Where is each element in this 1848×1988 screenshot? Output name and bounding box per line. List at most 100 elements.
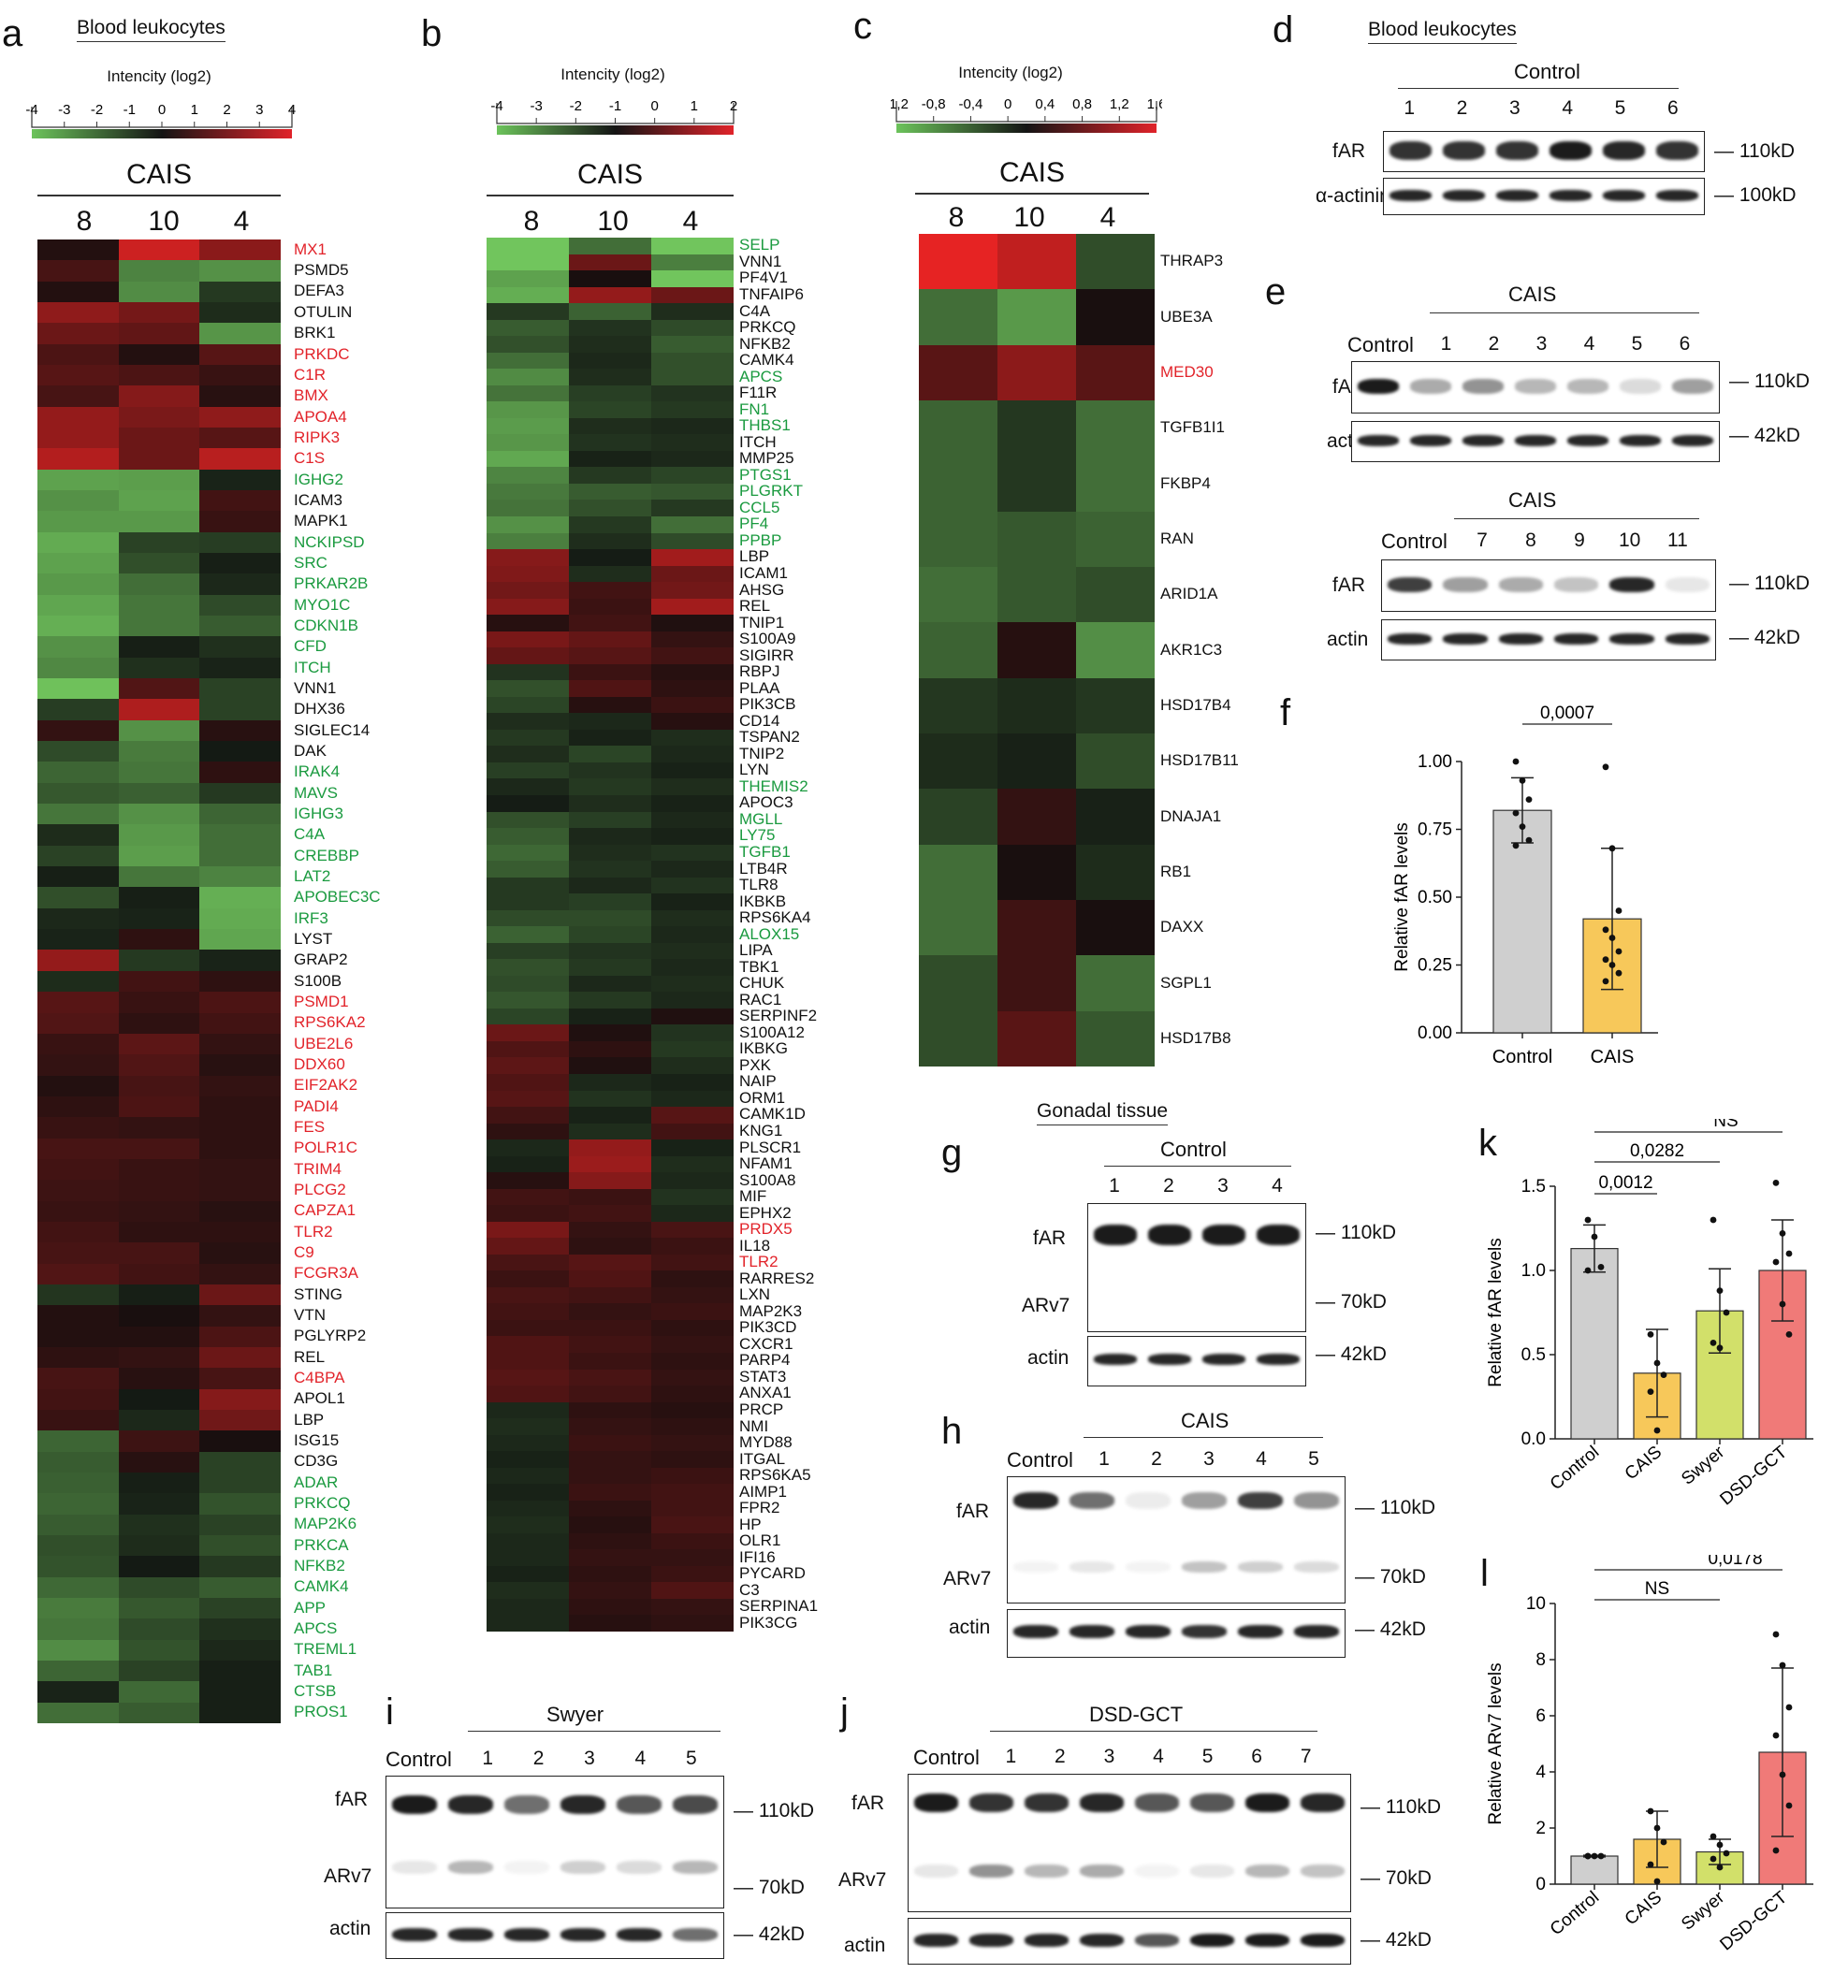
heatmap-cell [199, 636, 281, 658]
size-marker: 70kD [1316, 1291, 1387, 1313]
scale-tick-label: 2 [730, 98, 737, 114]
heatmap-cell [118, 490, 200, 512]
lane-number: 8 [1525, 530, 1536, 551]
blot-band [1013, 1625, 1058, 1638]
blot-band [1244, 1934, 1290, 1947]
heatmap-cell [199, 594, 281, 617]
heatmap-cell [569, 1500, 651, 1517]
heatmap-cell [199, 782, 281, 805]
blot-band [1189, 1865, 1235, 1878]
heatmap-cell [37, 678, 119, 700]
blot-row-label: actin [949, 1617, 991, 1638]
blot-band [1244, 1793, 1290, 1812]
heatmap-cell [37, 741, 119, 762]
gene-label: CREBBP [294, 846, 359, 864]
gene-label: ICAM1 [739, 564, 788, 582]
heatmap-cell [37, 1597, 119, 1619]
heatmap-cell [569, 1286, 651, 1304]
heatmap-cell [651, 1188, 734, 1206]
blot-band [1294, 1625, 1339, 1638]
data-point [1602, 926, 1609, 934]
heatmap-cell [651, 696, 734, 714]
heatmap-cell [997, 511, 1076, 567]
y-tick-label: 0 [1535, 1875, 1546, 1894]
blot-band [673, 1861, 718, 1874]
blot-band [1602, 141, 1646, 160]
heatmap-cell [118, 323, 200, 344]
heatmap-cell [651, 959, 734, 976]
gene-label: THRAP3 [1160, 252, 1224, 270]
blot-band [1357, 379, 1400, 394]
heatmap-cell [569, 992, 651, 1009]
heatmap-cell [118, 1012, 200, 1034]
heatmap-cell [37, 490, 119, 512]
heatmap-cell [569, 369, 651, 385]
heatmap-cell [199, 281, 281, 302]
heatmap-cell [487, 1221, 569, 1239]
heatmap-cell [487, 1615, 569, 1632]
data-point [1591, 1852, 1598, 1860]
heatmap-cell [118, 573, 200, 595]
heatmap-cell [118, 343, 200, 366]
heatmap-cell [997, 844, 1076, 900]
heatmap-cell [37, 428, 119, 449]
gene-label: CCL5 [739, 498, 780, 516]
heatmap-cell [651, 1532, 734, 1550]
gene-label: AHSG [739, 580, 785, 599]
blot-band [392, 1861, 437, 1874]
blot-band [1443, 577, 1488, 592]
gene-label: CFD [294, 637, 327, 656]
column-label: 8 [523, 206, 540, 237]
data-point [1772, 1258, 1780, 1266]
heatmap-cell [37, 1681, 119, 1703]
blot-band [1182, 1561, 1227, 1573]
blot-band [1093, 1225, 1138, 1245]
blot-band [1498, 577, 1544, 592]
data-point [1653, 1427, 1661, 1434]
size-marker: 110kD [1355, 1497, 1435, 1519]
heatmap-cell [651, 729, 734, 747]
heatmap-cell [118, 1660, 200, 1682]
heatmap-cell [569, 1516, 651, 1533]
heatmap-cell [487, 1238, 569, 1255]
heatmap-cell [118, 448, 200, 470]
y-tick-label: 0.5 [1521, 1345, 1546, 1365]
heatmap-cell [487, 565, 569, 583]
heatmap-cell [651, 1352, 734, 1370]
heatmap-cell [919, 955, 997, 1011]
heatmap-cell [651, 1467, 734, 1485]
gene-label: PADI4 [294, 1096, 339, 1115]
group-line [1398, 88, 1679, 89]
gene-label: POLR1C [294, 1139, 358, 1157]
gene-label: RARRES2 [739, 1269, 815, 1287]
gene-label: DHX36 [294, 700, 345, 718]
column-label: 10 [597, 206, 629, 237]
blot-band [617, 1795, 662, 1814]
column-label: 4 [682, 206, 699, 237]
heatmap-cell [569, 319, 651, 337]
blot-band [1389, 141, 1433, 160]
blot-band [1357, 435, 1400, 446]
lane-number: 3 [1203, 1448, 1215, 1470]
heatmap-cell [569, 713, 651, 730]
heatmap-cell [651, 417, 734, 435]
blot-band [1443, 633, 1488, 645]
gene-label: SGPL1 [1160, 973, 1212, 992]
data-point [1710, 1340, 1717, 1346]
heatmap-cell [37, 1576, 119, 1598]
heatmap-cell [199, 845, 281, 867]
gene-label: TNIP2 [739, 744, 785, 762]
heatmap-cell [118, 406, 200, 428]
gene-label: ALOX15 [739, 924, 800, 943]
heatmap-cell [37, 385, 119, 407]
heatmap-cell [37, 1096, 119, 1118]
heatmap-cell [118, 553, 200, 574]
heatmap-cell [487, 975, 569, 993]
gene-label: FKBP4 [1160, 473, 1211, 492]
lane-number: 3 [1535, 333, 1548, 355]
blot-row-label: ARv7 [324, 1865, 372, 1887]
blot-band [1070, 1625, 1114, 1638]
size-marker: 110kD [1729, 370, 1810, 393]
blot-band [1182, 1492, 1227, 1509]
heatmap-cell [118, 1639, 200, 1661]
